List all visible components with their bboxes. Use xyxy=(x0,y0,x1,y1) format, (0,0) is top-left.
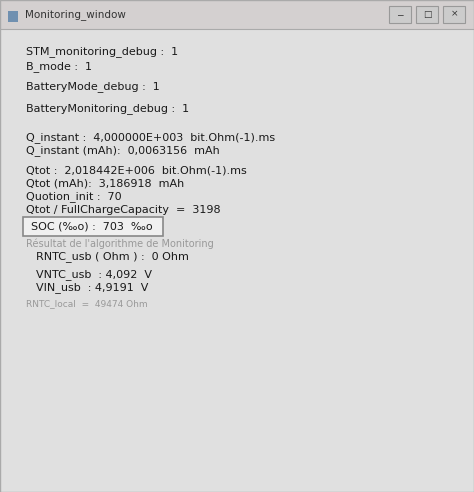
Text: BatteryMode_debug :  1: BatteryMode_debug : 1 xyxy=(26,81,160,92)
Text: Qtot / FullChargeCapacity  =  3198: Qtot / FullChargeCapacity = 3198 xyxy=(26,205,221,215)
Text: RNTC_local  =  49474 Ohm: RNTC_local = 49474 Ohm xyxy=(26,300,148,308)
Text: BatteryMonitoring_debug :  1: BatteryMonitoring_debug : 1 xyxy=(26,103,189,114)
Text: VIN_usb  : 4,9191  V: VIN_usb : 4,9191 V xyxy=(36,282,148,293)
Text: STM_monitoring_debug :  1: STM_monitoring_debug : 1 xyxy=(26,46,178,57)
Text: Q_instant (mAh):  0,0063156  mAh: Q_instant (mAh): 0,0063156 mAh xyxy=(26,146,220,156)
Text: −: − xyxy=(396,10,404,19)
Text: SOC (‰o) :  703  ‰o: SOC (‰o) : 703 ‰o xyxy=(31,222,153,232)
Text: Q_instant :  4,000000E+003  bit.Ohm(-1).ms: Q_instant : 4,000000E+003 bit.Ohm(-1).ms xyxy=(26,132,275,143)
Bar xyxy=(389,6,411,23)
Text: Quotion_init :  70: Quotion_init : 70 xyxy=(26,191,122,202)
Text: Monitoring_window: Monitoring_window xyxy=(25,9,126,20)
Text: □: □ xyxy=(423,10,431,19)
Bar xyxy=(416,6,438,23)
Text: RNTC_usb ( Ohm ) :  0 Ohm: RNTC_usb ( Ohm ) : 0 Ohm xyxy=(36,251,189,262)
Text: Qtot (mAh):  3,186918  mAh: Qtot (mAh): 3,186918 mAh xyxy=(26,179,184,188)
Text: VNTC_usb  : 4,092  V: VNTC_usb : 4,092 V xyxy=(36,269,152,280)
Text: Résultat de l'algorithme de Monitoring: Résultat de l'algorithme de Monitoring xyxy=(26,238,214,249)
Text: Qtot :  2,018442E+006  bit.Ohm(-1).ms: Qtot : 2,018442E+006 bit.Ohm(-1).ms xyxy=(26,165,247,175)
Bar xyxy=(8,11,18,22)
Text: B_mode :  1: B_mode : 1 xyxy=(26,61,92,72)
Bar xyxy=(0,0,474,29)
Bar xyxy=(23,217,163,236)
Text: ×: × xyxy=(450,10,458,19)
Bar xyxy=(443,6,465,23)
